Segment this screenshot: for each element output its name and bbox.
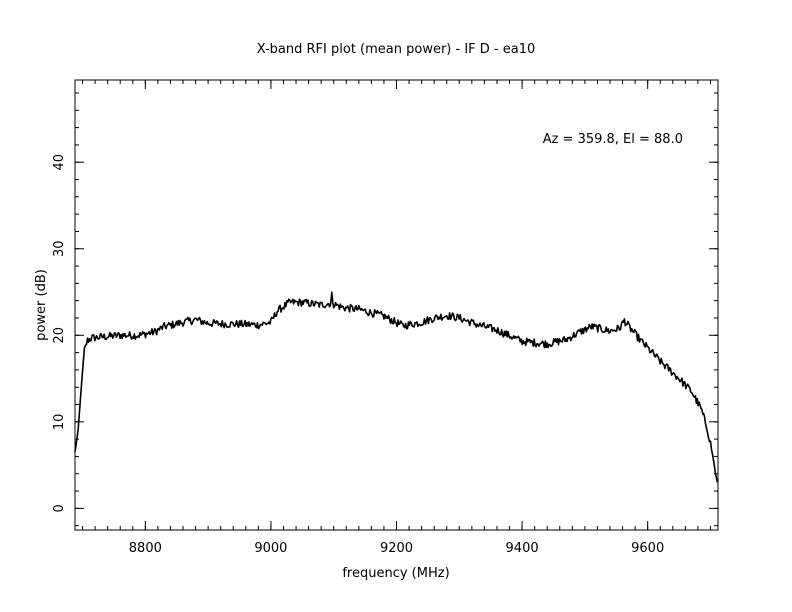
x-tick-label: 9200	[380, 541, 413, 556]
x-tick-label: 9400	[506, 541, 539, 556]
chart-title: X-band RFI plot (mean power) - IF D - ea…	[257, 42, 536, 57]
x-axis-label: frequency (MHz)	[342, 566, 449, 581]
series-line-power	[74, 291, 719, 483]
y-tick-label: 10	[52, 414, 67, 431]
axis-tick-labels: 8800 9000 9200 9400 9600 0 10 20 30 40	[52, 154, 664, 556]
x-tick-label: 9600	[631, 541, 664, 556]
y-axis-label: power (dB)	[34, 269, 49, 341]
y-tick-label: 40	[52, 154, 67, 171]
y-tick-label: 0	[52, 504, 67, 512]
axis-ticks	[75, 80, 718, 530]
y-tick-label: 20	[52, 327, 67, 344]
y-tick-label: 30	[52, 240, 67, 257]
x-tick-label: 8800	[129, 541, 162, 556]
plot-frame	[74, 79, 719, 531]
annotation-az-el: Az = 359.8, El = 88.0	[543, 132, 683, 147]
x-tick-label: 9000	[254, 541, 287, 556]
